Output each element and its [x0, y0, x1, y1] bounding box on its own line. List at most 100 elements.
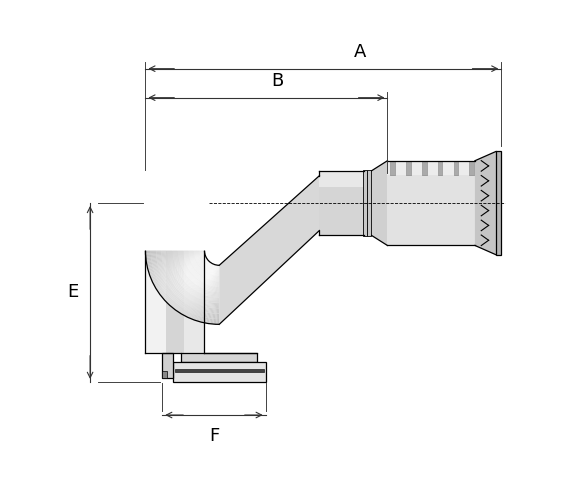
Polygon shape — [185, 261, 190, 263]
Polygon shape — [201, 257, 206, 259]
Polygon shape — [216, 303, 217, 308]
Polygon shape — [194, 280, 198, 285]
Polygon shape — [158, 289, 163, 293]
Polygon shape — [189, 268, 194, 272]
Polygon shape — [216, 276, 217, 281]
Polygon shape — [215, 265, 216, 270]
Polygon shape — [208, 275, 211, 280]
Polygon shape — [212, 302, 214, 308]
Polygon shape — [205, 312, 207, 318]
Polygon shape — [148, 269, 154, 272]
Polygon shape — [212, 270, 214, 275]
Text: F: F — [209, 427, 219, 444]
Polygon shape — [204, 284, 207, 289]
Polygon shape — [209, 308, 211, 313]
Polygon shape — [206, 274, 208, 278]
Polygon shape — [175, 264, 180, 266]
Polygon shape — [210, 269, 212, 275]
Polygon shape — [180, 261, 185, 264]
Polygon shape — [201, 311, 203, 317]
Polygon shape — [181, 264, 186, 267]
Polygon shape — [183, 251, 188, 252]
Polygon shape — [205, 273, 208, 278]
Polygon shape — [154, 283, 160, 287]
Polygon shape — [176, 286, 181, 290]
Polygon shape — [185, 305, 189, 311]
Polygon shape — [189, 257, 195, 259]
Polygon shape — [215, 276, 216, 281]
Polygon shape — [214, 265, 215, 270]
Polygon shape — [196, 287, 199, 292]
Polygon shape — [218, 303, 219, 308]
Polygon shape — [197, 268, 201, 272]
Polygon shape — [198, 276, 201, 280]
Polygon shape — [198, 305, 201, 311]
Polygon shape — [190, 302, 194, 307]
Polygon shape — [155, 272, 160, 275]
Polygon shape — [192, 262, 197, 264]
Polygon shape — [181, 283, 186, 287]
Polygon shape — [218, 287, 219, 292]
Polygon shape — [203, 259, 207, 263]
Polygon shape — [202, 317, 205, 323]
Polygon shape — [186, 306, 190, 312]
Polygon shape — [205, 267, 208, 272]
Polygon shape — [170, 267, 176, 270]
Polygon shape — [168, 292, 172, 297]
Polygon shape — [195, 267, 200, 271]
Polygon shape — [185, 312, 189, 317]
Polygon shape — [189, 253, 194, 255]
Polygon shape — [182, 297, 186, 302]
Polygon shape — [210, 264, 213, 269]
Polygon shape — [194, 254, 199, 255]
Polygon shape — [165, 268, 170, 271]
Polygon shape — [206, 318, 208, 324]
Polygon shape — [211, 264, 214, 269]
Polygon shape — [213, 308, 215, 313]
Polygon shape — [190, 259, 195, 261]
Polygon shape — [199, 305, 202, 311]
Polygon shape — [189, 252, 194, 253]
Polygon shape — [197, 299, 200, 304]
Polygon shape — [168, 300, 172, 304]
Polygon shape — [215, 265, 216, 270]
Polygon shape — [195, 256, 200, 259]
Polygon shape — [205, 261, 209, 265]
Polygon shape — [193, 279, 197, 284]
Polygon shape — [206, 285, 208, 290]
Polygon shape — [210, 280, 212, 286]
Polygon shape — [218, 319, 219, 324]
Polygon shape — [363, 170, 367, 236]
Polygon shape — [153, 264, 158, 267]
Polygon shape — [192, 277, 195, 282]
Polygon shape — [180, 263, 185, 266]
Polygon shape — [188, 288, 192, 293]
Polygon shape — [180, 273, 185, 277]
Polygon shape — [202, 312, 205, 317]
Text: E: E — [67, 284, 79, 301]
Polygon shape — [190, 269, 195, 273]
Polygon shape — [199, 251, 205, 252]
Polygon shape — [212, 276, 214, 281]
Polygon shape — [154, 282, 159, 286]
Polygon shape — [198, 316, 201, 322]
Polygon shape — [196, 299, 199, 304]
Polygon shape — [193, 263, 197, 266]
Polygon shape — [195, 310, 198, 315]
Polygon shape — [194, 256, 200, 258]
Polygon shape — [158, 279, 164, 283]
Polygon shape — [162, 259, 168, 261]
Polygon shape — [207, 318, 210, 324]
Polygon shape — [199, 311, 202, 316]
Polygon shape — [218, 292, 219, 298]
Polygon shape — [167, 254, 172, 256]
Polygon shape — [200, 255, 205, 257]
Polygon shape — [201, 283, 204, 288]
Polygon shape — [218, 308, 219, 313]
Polygon shape — [197, 268, 201, 273]
Polygon shape — [203, 260, 208, 264]
Polygon shape — [184, 269, 189, 273]
Polygon shape — [203, 278, 206, 283]
Polygon shape — [151, 277, 157, 280]
Polygon shape — [205, 279, 208, 284]
